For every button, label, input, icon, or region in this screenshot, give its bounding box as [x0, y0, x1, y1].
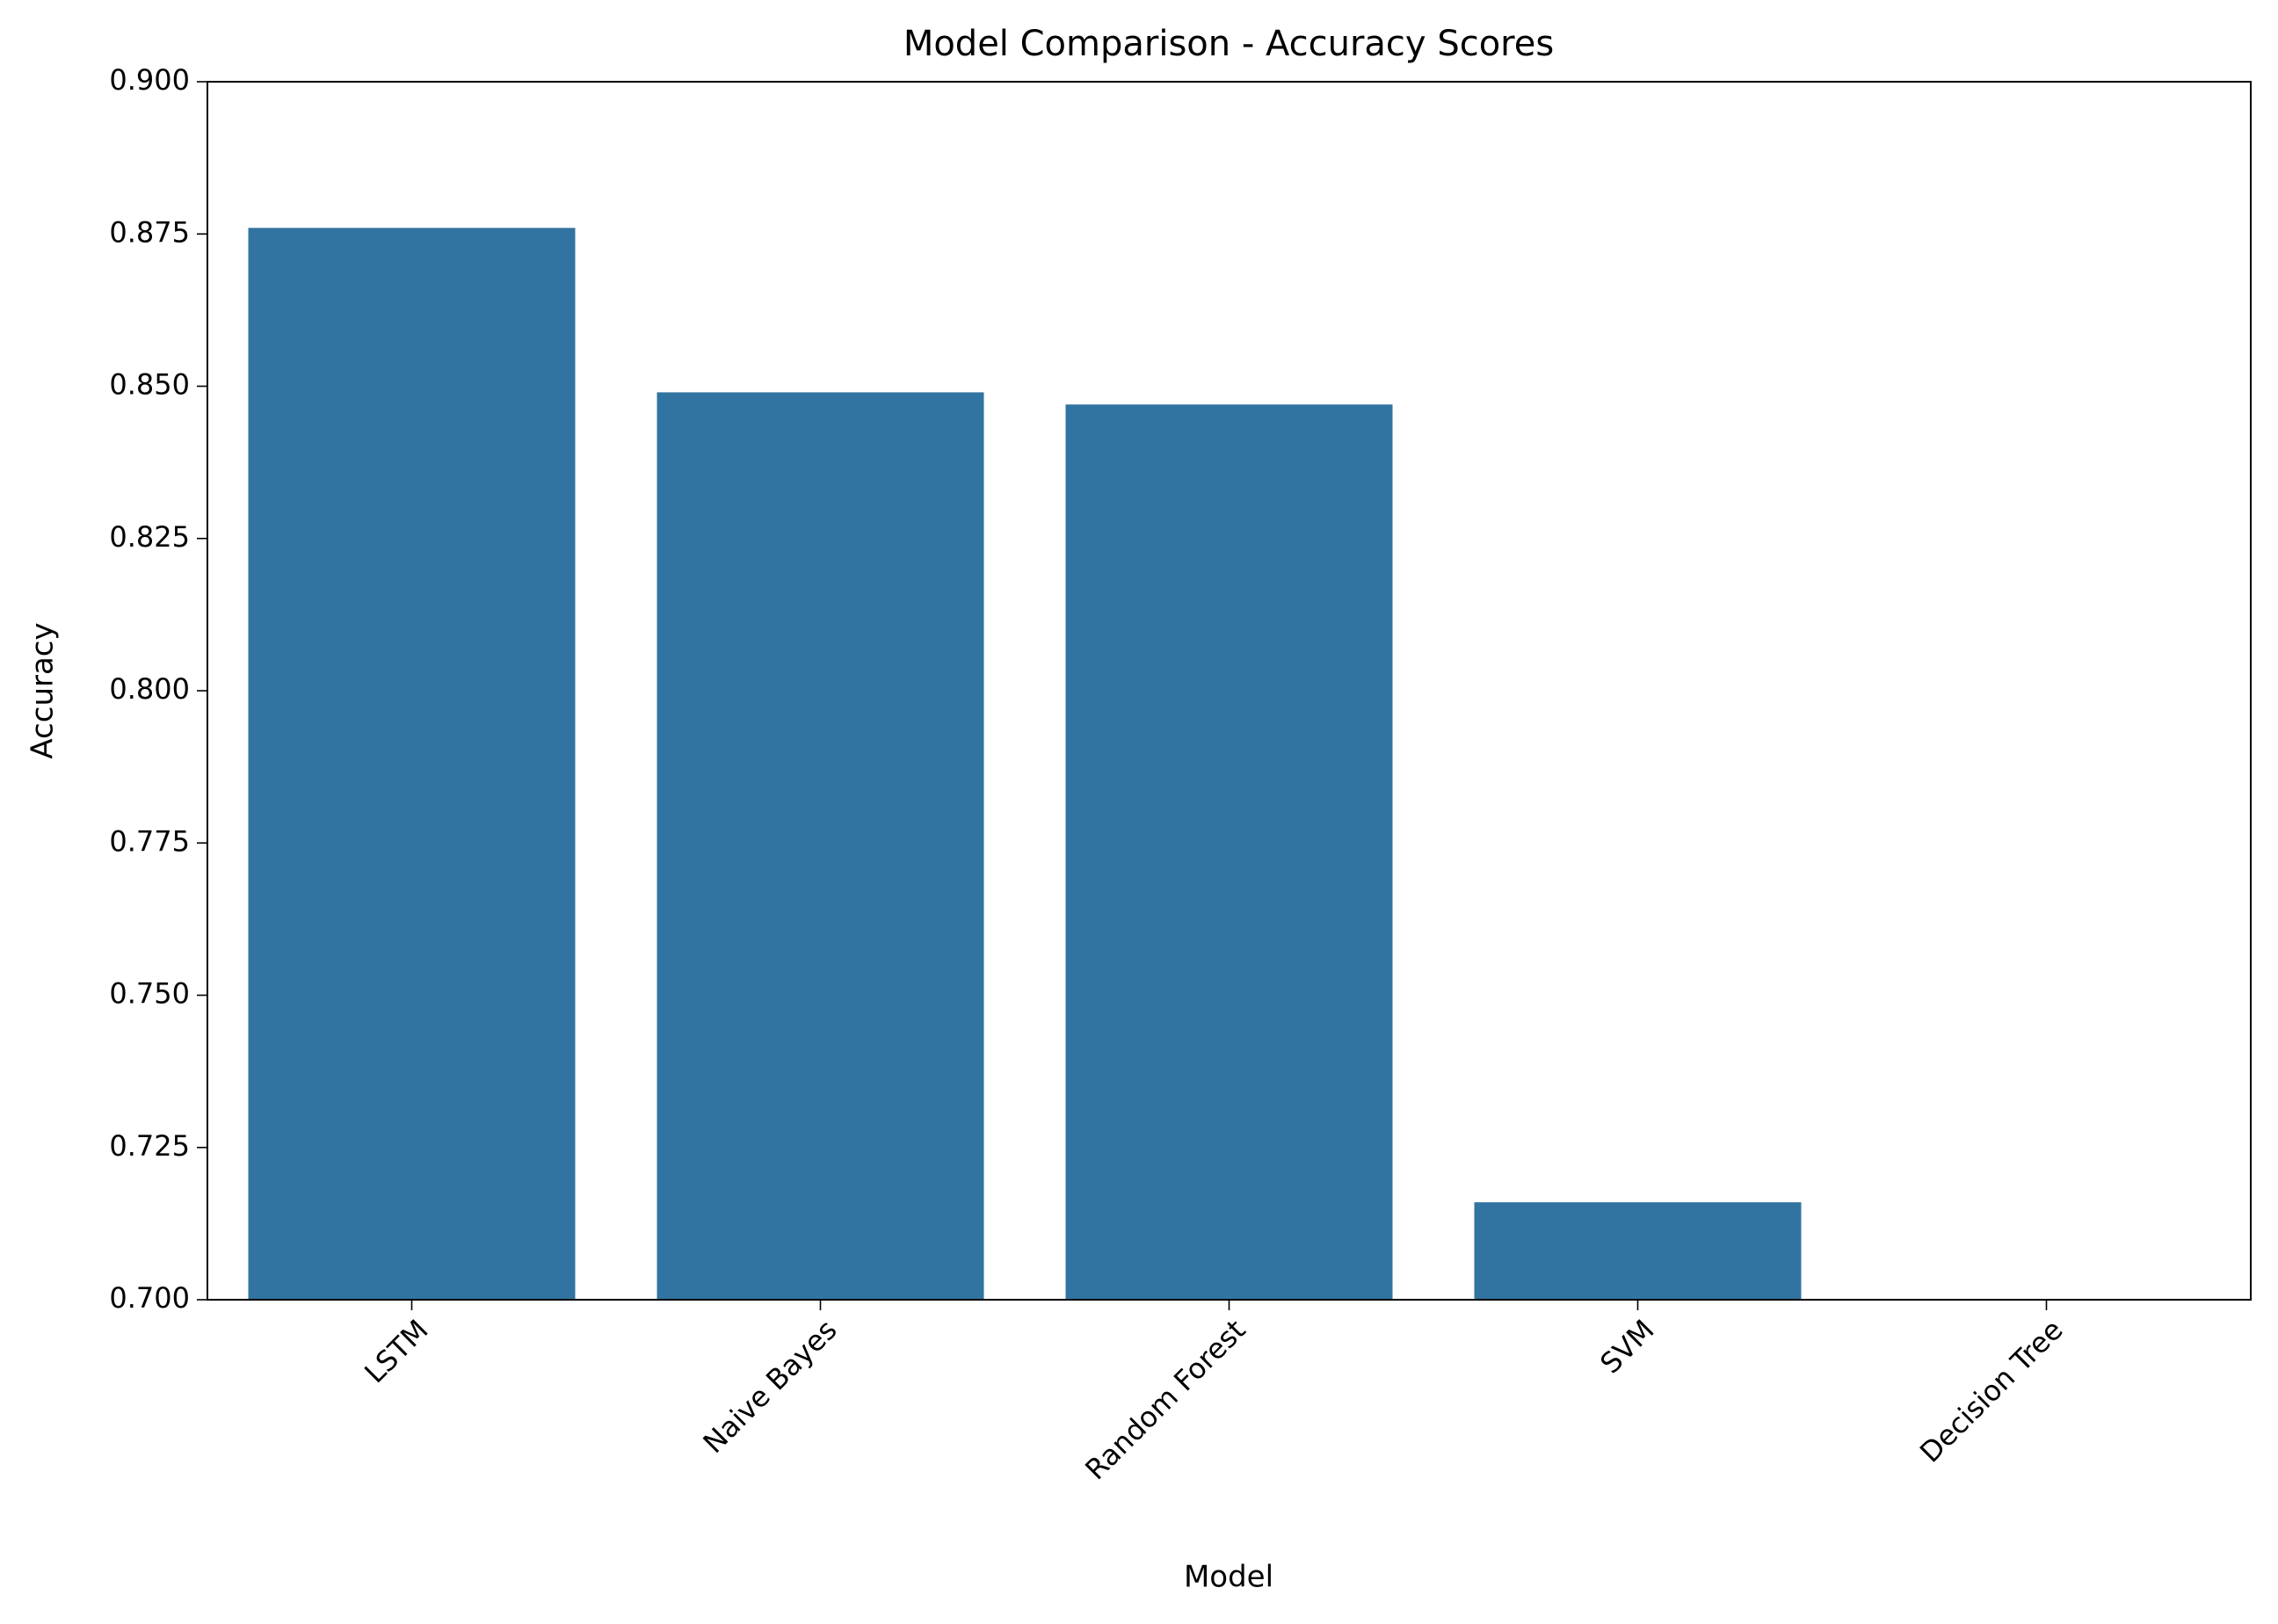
y-tick-label: 0.750 [109, 977, 190, 1011]
y-tick-label: 0.900 [109, 63, 190, 97]
y-tick-label: 0.875 [109, 215, 190, 249]
y-tick-label: 0.725 [109, 1129, 190, 1163]
x-tick-label: Naive Bayes [697, 1313, 844, 1460]
plot-area [248, 228, 1802, 1300]
y-tick-label: 0.825 [109, 520, 190, 554]
bar [657, 392, 984, 1300]
bar [1474, 1202, 1802, 1300]
x-tick-label: SVM [1593, 1313, 1660, 1380]
x-tick-label: Decision Tree [1913, 1313, 2070, 1469]
y-tick-label: 0.850 [109, 368, 190, 402]
x-tick-label: Random Forest [1078, 1313, 1251, 1486]
y-tick-label: 0.775 [109, 824, 190, 858]
y-tick-label: 0.700 [109, 1281, 190, 1315]
chart-title: Model Comparison - Accuracy Scores [903, 24, 1554, 64]
x-axis-label: Model [1184, 1560, 1273, 1595]
y-axis-label: Accuracy [25, 622, 61, 758]
y-tick-label: 0.800 [109, 672, 190, 706]
bar [248, 228, 576, 1300]
bar [1065, 404, 1393, 1300]
x-tick-label: LSTM [358, 1313, 434, 1389]
